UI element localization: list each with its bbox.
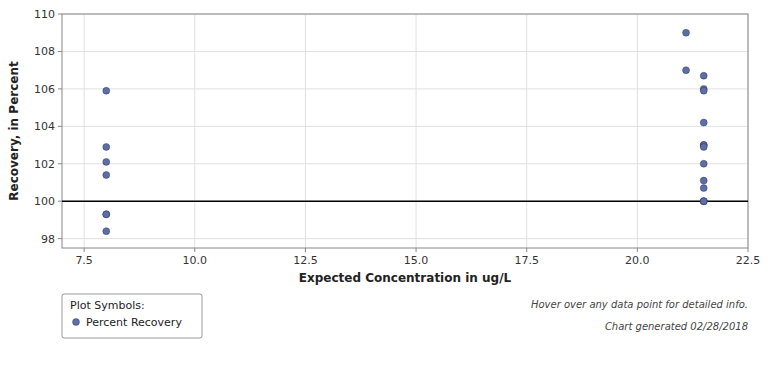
grid-line xyxy=(637,14,638,248)
x-tick-label: 10.0 xyxy=(183,254,208,267)
grid-line xyxy=(62,238,748,239)
scatter-point: Percent Recovery: 99.3 xyxy=(103,211,110,218)
grid-line xyxy=(416,14,417,248)
y-tick xyxy=(58,126,62,127)
x-tick-label: 17.5 xyxy=(514,254,539,267)
y-tick-label: 110 xyxy=(34,8,55,21)
chart: 7.5 10.0 12.5 15.0 17.5 20.0 22.5 98 100 102 104 10… xyxy=(0,0,768,384)
plot-area: Percent Recovery: 105.9 Percent Recovery:… xyxy=(62,29,748,234)
legend-entry: Percent Recovery xyxy=(86,316,182,329)
y-tick xyxy=(58,88,62,89)
x-tick-label: 15.0 xyxy=(404,254,429,267)
grid-line xyxy=(62,51,748,52)
grid-line xyxy=(62,126,748,127)
scatter-point: Percent Recovery: 102.9 xyxy=(700,143,707,150)
scatter-point: Percent Recovery: 104.2 xyxy=(700,119,707,126)
annotation: Chart generated 02/28/2018 xyxy=(605,321,748,332)
grid-line xyxy=(62,88,748,89)
y-tick xyxy=(58,51,62,52)
y-tick-label: 106 xyxy=(34,83,55,96)
x-tick xyxy=(748,248,749,252)
scatter-point: Percent Recovery: 105.9 xyxy=(700,87,707,94)
scatter-point: Percent Recovery: 98.4 xyxy=(103,228,110,235)
y-axis-label: Recovery, in Percent xyxy=(7,61,21,201)
legend-title: Plot Symbols: xyxy=(70,299,145,312)
legend-marker xyxy=(73,319,80,326)
scatter-point: Percent Recovery: 102.9 xyxy=(103,143,110,150)
x-tick-label: 20.0 xyxy=(625,254,650,267)
grid-line xyxy=(305,14,306,248)
grid-line xyxy=(84,14,85,248)
grid-line xyxy=(526,14,527,248)
x-tick-label: 7.5 xyxy=(75,254,93,267)
legend-box xyxy=(62,294,202,338)
y-tick-label: 98 xyxy=(41,233,55,246)
y-tick-label: 100 xyxy=(34,195,55,208)
reference-line xyxy=(62,200,748,202)
x-tick xyxy=(526,248,527,252)
x-tick xyxy=(194,248,195,252)
annotation: Hover over any data point for detailed i… xyxy=(531,299,748,310)
plot-frame xyxy=(62,14,748,248)
scatter-point: Percent Recovery: 102 xyxy=(700,160,707,167)
scatter-point: Percent Recovery: 101.1 xyxy=(700,177,707,184)
scatter-point: Percent Recovery: 100 xyxy=(700,198,707,205)
x-tick-label: 12.5 xyxy=(293,254,318,267)
x-tick xyxy=(416,248,417,252)
scatter-point: Percent Recovery: 102.1 xyxy=(103,158,110,165)
y-tick-label: 102 xyxy=(34,158,55,171)
x-tick-label: 22.5 xyxy=(736,254,761,267)
scatter-point: Percent Recovery: 106.7 xyxy=(700,72,707,79)
scatter-point: Percent Recovery: 99.3 xyxy=(103,211,110,218)
y-tick-label: 108 xyxy=(34,45,55,58)
x-axis-label: Expected Concentration in ug/L xyxy=(299,271,512,285)
grid xyxy=(62,14,748,248)
scatter-point: Percent Recovery: 100.7 xyxy=(700,185,707,192)
scatter-point: Percent Recovery: 109 xyxy=(683,29,690,36)
y-tick xyxy=(58,201,62,202)
grid-line xyxy=(62,163,748,164)
y-tick-label: 104 xyxy=(34,120,55,133)
scatter-point: Percent Recovery: 107 xyxy=(683,67,690,74)
y-tick xyxy=(58,14,62,15)
scatter-point: Percent Recovery: 105.9 xyxy=(103,87,110,94)
grid-line xyxy=(62,201,748,202)
legend: Plot Symbols: Percent Recovery xyxy=(62,294,202,338)
y-tick xyxy=(58,163,62,164)
scatter-point: Percent Recovery: 100 xyxy=(700,198,707,205)
x-tick xyxy=(637,248,638,252)
scatter-point: Percent Recovery: 101.4 xyxy=(103,171,110,178)
scatter-point: Percent Recovery: 100 xyxy=(700,198,707,205)
x-tick xyxy=(305,248,306,252)
y-tick xyxy=(58,238,62,239)
x-tick xyxy=(84,248,85,252)
grid-line xyxy=(194,14,195,248)
